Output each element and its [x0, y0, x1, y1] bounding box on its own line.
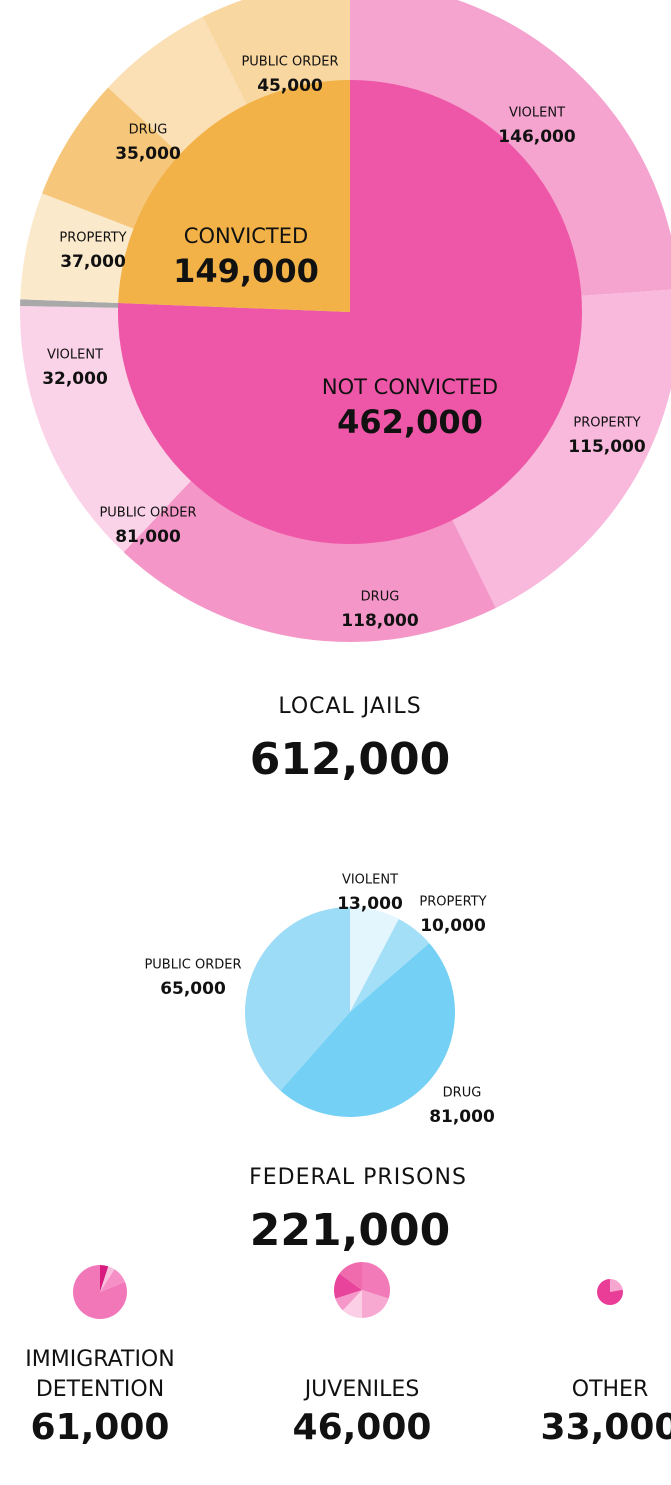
- pie-caption: JUVENILES 46,000: [262, 1345, 462, 1451]
- slice-value: 118,000: [341, 611, 419, 631]
- slice-value: 35,000: [115, 144, 181, 164]
- pie-slice: [334, 1273, 362, 1299]
- slice-category: NOT CONVICTED: [322, 375, 498, 399]
- pie-slice: [72, 1265, 127, 1320]
- slice-category: VIOLENT: [342, 873, 398, 888]
- slice-category: VIOLENT: [509, 106, 565, 121]
- pie-slice: [610, 1279, 623, 1292]
- pie-slice: [362, 1290, 389, 1318]
- slice-category: PUBLIC ORDER: [241, 55, 338, 70]
- inner-slice: [118, 80, 583, 544]
- pie-total: 61,000: [30, 1407, 170, 1448]
- slice-value: 13,000: [337, 894, 403, 914]
- slice-value: 462,000: [337, 403, 483, 441]
- slice-value: 146,000: [498, 127, 576, 147]
- pie-slice: [596, 1279, 623, 1306]
- slice-value: 10,000: [420, 916, 486, 936]
- slice-category: DRUG: [361, 590, 400, 605]
- slice-value: 149,000: [173, 252, 319, 290]
- pie-slice: [339, 1262, 362, 1290]
- slice-category: CONVICTED: [184, 224, 308, 248]
- slice-value: 37,000: [60, 252, 126, 272]
- slice-value: 32,000: [42, 369, 108, 389]
- slice-value: 81,000: [115, 527, 181, 547]
- pie-slice: [280, 943, 456, 1118]
- slice-category: PROPERTY: [419, 895, 486, 910]
- pie-total: 46,000: [292, 1407, 432, 1448]
- chart-title: FEDERAL PRISONS: [249, 1165, 467, 1190]
- pie-slice: [350, 907, 399, 1012]
- pie-title: OTHER: [571, 1377, 649, 1402]
- pie-slice: [100, 1266, 115, 1292]
- chart-total: 612,000: [250, 734, 450, 785]
- slice-category: PROPERTY: [59, 231, 126, 246]
- slice-value: 45,000: [257, 76, 323, 96]
- slice-category: PUBLIC ORDER: [99, 506, 196, 521]
- slice-category: DRUG: [129, 123, 168, 138]
- pie-slice: [350, 919, 430, 1012]
- pie-slice: [100, 1265, 109, 1292]
- pie-slice: [362, 1262, 390, 1299]
- slice-value: 81,000: [429, 1107, 495, 1127]
- pie-title: IMMIGRATION DETENTION: [25, 1347, 175, 1402]
- slice-value: 65,000: [160, 979, 226, 999]
- slice-category: DRUG: [443, 1086, 482, 1101]
- pie-caption: IMMIGRATION DETENTION 61,000: [0, 1345, 200, 1451]
- slice-category: PUBLIC ORDER: [144, 958, 241, 973]
- slice-category: PROPERTY: [573, 416, 640, 431]
- pie-total: 33,000: [540, 1407, 671, 1448]
- inner-slice: [118, 80, 350, 312]
- chart-total: 221,000: [250, 1205, 450, 1256]
- pie-slice: [245, 907, 350, 1091]
- slice-category: VIOLENT: [47, 348, 103, 363]
- pie-slice: [100, 1269, 126, 1292]
- slice-value: 115,000: [568, 437, 646, 457]
- pie-slice: [342, 1290, 362, 1318]
- pie-caption: OTHER 33,000: [510, 1345, 671, 1451]
- chart-title: LOCAL JAILS: [278, 694, 421, 719]
- pie-title: JUVENILES: [304, 1377, 420, 1402]
- pie-slice: [335, 1290, 362, 1311]
